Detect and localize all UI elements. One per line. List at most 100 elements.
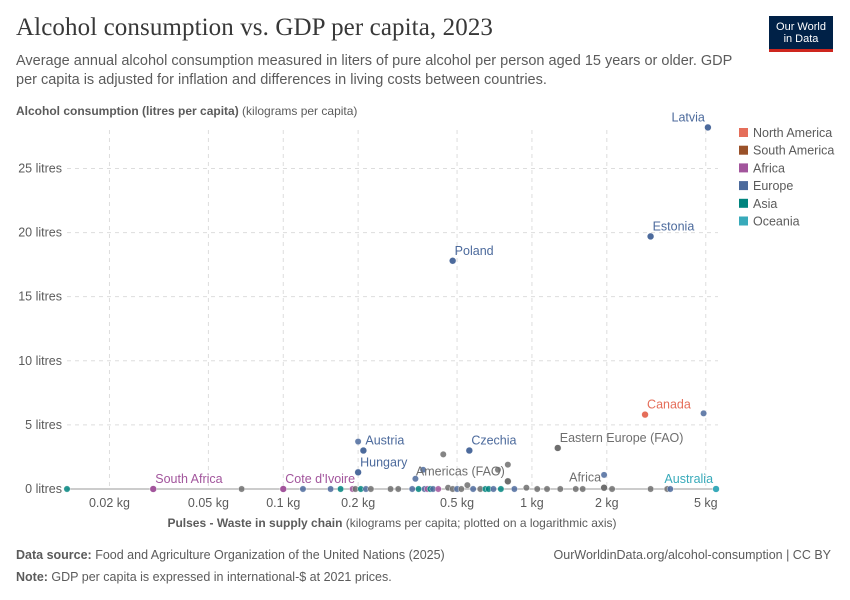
note-text: GDP per capita is expressed in internati… bbox=[47, 570, 392, 584]
x-tick-label: 0.02 kg bbox=[89, 496, 130, 510]
x-tick-label: 0.1 kg bbox=[266, 496, 300, 510]
scatter-chart: 0 litres 5 litres 10 litres 15 litres 20 lit… bbox=[16, 104, 834, 530]
data-point bbox=[600, 471, 608, 479]
legend-swatch bbox=[739, 128, 748, 137]
point-label: Poland bbox=[455, 244, 494, 258]
x-axis-ticks: 0.02 kg 0.05 kg 0.1 kg 0.2 kg 0.5 kg 1 kg 2 kg… bbox=[89, 496, 718, 510]
labeled-data-point bbox=[554, 444, 562, 452]
data-point bbox=[463, 481, 471, 489]
x-tick-label: 0.2 kg bbox=[341, 496, 375, 510]
y-axis-ticks: 0 litres 5 litres 10 litres 15 litres 20 lit… bbox=[18, 161, 62, 496]
y-tick-label: 25 litres bbox=[18, 161, 62, 175]
footer-note: Note: GDP per capita is expressed in int… bbox=[16, 570, 392, 584]
data-point bbox=[337, 485, 344, 493]
data-point bbox=[238, 485, 246, 493]
footer-source: Data source: Food and Agriculture Organi… bbox=[16, 548, 445, 562]
data-point bbox=[533, 485, 541, 493]
data-point bbox=[494, 466, 502, 474]
data-point bbox=[299, 485, 307, 493]
owid-logo[interactable]: Our World in Data bbox=[769, 16, 833, 52]
x-axis-label-unit: (kilograms per capita; plotted on a loga… bbox=[342, 516, 616, 530]
data-point bbox=[457, 485, 465, 493]
chart-legend[interactable]: North America South America Africa Europe As… bbox=[739, 126, 834, 229]
legend-item-label: Oceania bbox=[753, 215, 800, 229]
legend-item-label: Africa bbox=[753, 161, 785, 175]
point-label: Africa bbox=[569, 471, 601, 485]
data-point bbox=[556, 485, 564, 493]
data-point bbox=[647, 485, 654, 493]
y-tick-label: 20 litres bbox=[18, 226, 62, 240]
data-points bbox=[63, 123, 720, 493]
point-label: Eastern Europe (FAO) bbox=[560, 431, 684, 445]
point-label: Americas (FAO) bbox=[416, 464, 505, 478]
data-point bbox=[572, 485, 580, 493]
y-tick-label: 10 litres bbox=[18, 354, 62, 368]
legend-item-label: North America bbox=[753, 126, 832, 140]
legend-swatch bbox=[739, 145, 748, 155]
data-point bbox=[523, 484, 530, 492]
data-point bbox=[419, 466, 427, 474]
labeled-data-point bbox=[704, 123, 712, 132]
data-point bbox=[354, 438, 362, 445]
data-point bbox=[504, 461, 512, 469]
legend-swatch bbox=[739, 163, 748, 173]
chart-subtitle: Average annual alcohol consumption measu… bbox=[16, 53, 733, 88]
data-point bbox=[490, 485, 497, 493]
labeled-data-point bbox=[504, 477, 512, 485]
labeled-data-point bbox=[449, 257, 457, 265]
point-labels: Latvia Estonia Poland Canada Austria Czechia H… bbox=[155, 110, 713, 486]
labeled-data-point bbox=[149, 485, 157, 493]
labeled-data-point bbox=[354, 468, 362, 476]
data-point bbox=[510, 485, 518, 493]
source-text[interactable]: Food and Agriculture Organization of the… bbox=[91, 548, 445, 562]
point-label: Czechia bbox=[471, 434, 516, 448]
point-label: Cote d'Ivoire bbox=[285, 472, 355, 486]
labeled-data-point bbox=[465, 446, 473, 455]
x-axis-label: Pulses - Waste in supply chain (kilogram… bbox=[167, 516, 616, 530]
data-point bbox=[469, 485, 477, 493]
y-tick-label: 15 litres bbox=[18, 290, 62, 304]
x-tick-label: 1 kg bbox=[520, 496, 544, 510]
data-point bbox=[439, 450, 447, 458]
x-tick-label: 0.05 kg bbox=[188, 496, 229, 510]
data-point bbox=[367, 485, 375, 493]
x-tick-label: 0.5 kg bbox=[440, 496, 474, 510]
data-point bbox=[543, 485, 551, 493]
y-axis-label-main: Alcohol consumption (litres per capita) bbox=[16, 104, 239, 118]
legend-swatch bbox=[739, 198, 748, 208]
y-axis-label: Alcohol consumption (litres per capita) … bbox=[16, 104, 357, 118]
y-tick-label: 5 litres bbox=[25, 418, 62, 432]
logo-line-2: in Data bbox=[783, 33, 819, 45]
chart-title: Alcohol consumption vs. GDP per capita, … bbox=[16, 14, 494, 41]
data-point bbox=[700, 409, 707, 417]
data-point bbox=[412, 475, 419, 483]
data-point bbox=[327, 485, 334, 493]
data-point bbox=[394, 485, 402, 493]
data-point bbox=[666, 485, 674, 493]
legend-swatch bbox=[739, 216, 748, 226]
point-label: Austria bbox=[365, 434, 404, 448]
labeled-data-point bbox=[279, 485, 287, 493]
x-tick-label: 2 kg bbox=[595, 496, 619, 510]
footer-url[interactable]: OurWorldinData.org/alcohol-consumption |… bbox=[553, 548, 831, 562]
y-axis-label-unit: (kilograms per capita) bbox=[239, 104, 358, 118]
point-label: Estonia bbox=[653, 219, 695, 233]
labeled-data-point bbox=[641, 411, 649, 419]
point-label: Hungary bbox=[360, 455, 408, 469]
data-point bbox=[434, 485, 442, 493]
labeled-data-point bbox=[646, 232, 655, 241]
data-point bbox=[579, 485, 587, 493]
legend-item-label: Asia bbox=[753, 197, 777, 211]
point-label: Latvia bbox=[672, 110, 705, 124]
source-label: Data source: bbox=[16, 548, 92, 562]
legend-item-label: South America bbox=[753, 144, 834, 158]
legend-swatch bbox=[739, 181, 748, 191]
x-tick-label: 5 kg bbox=[694, 496, 718, 510]
x-axis-label-main: Pulses - Waste in supply chain bbox=[167, 516, 342, 530]
labeled-data-point bbox=[359, 446, 367, 455]
logo-line-1: Our World bbox=[776, 21, 826, 33]
data-point bbox=[415, 485, 422, 493]
point-label: Australia bbox=[664, 472, 713, 486]
labeled-data-point bbox=[600, 484, 608, 492]
data-point bbox=[608, 485, 616, 493]
